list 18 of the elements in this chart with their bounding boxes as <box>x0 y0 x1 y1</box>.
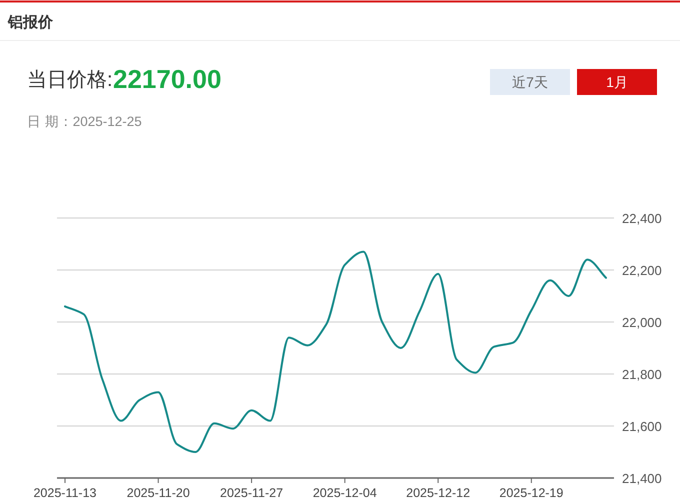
text: 1月 <box>606 74 628 90</box>
x-tick-label: 2025-11-13 <box>33 486 97 500</box>
y-tick-label: 22,200 <box>622 263 662 278</box>
y-tick-label: 22,000 <box>622 315 662 330</box>
y-tick-label: 21,800 <box>622 367 662 382</box>
y-tick-label: 21,400 <box>622 471 662 486</box>
chart-title: 铝报价 <box>7 14 54 31</box>
y-tick-label: 22,400 <box>622 211 662 226</box>
x-tick-label: 2025-12-04 <box>312 486 377 500</box>
x-tick-label: 2025-11-20 <box>126 486 190 500</box>
text: 日 期：2025-12-25 <box>27 114 142 129</box>
text: 近7天 <box>512 74 548 90</box>
text: 当日价格: <box>27 69 113 91</box>
x-tick-label: 2025-11-27 <box>220 486 284 500</box>
x-tick-label: 2025-12-12 <box>406 486 470 500</box>
x-tick-label: 2025-12-19 <box>499 486 564 500</box>
y-tick-label: 21,600 <box>622 419 662 434</box>
text: 22170.00 <box>113 64 222 94</box>
